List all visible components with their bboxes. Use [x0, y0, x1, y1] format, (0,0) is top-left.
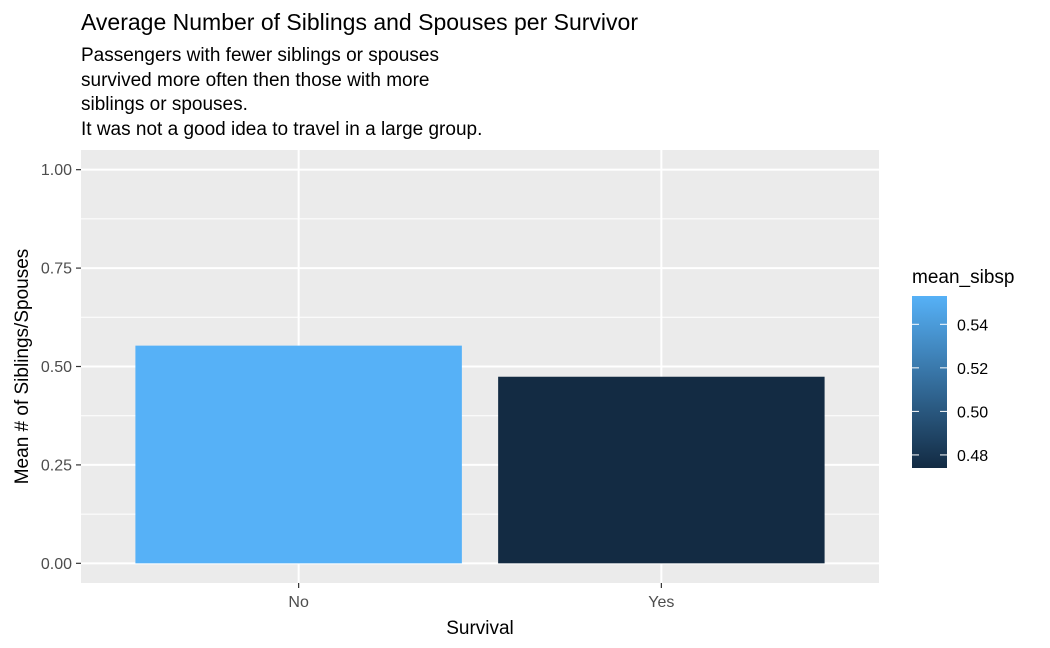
axes: 0.00 0.25 0.50 0.75 1.00 No Yes [41, 162, 675, 611]
y-tick-label: 0.00 [41, 556, 72, 573]
subtitle-line-4: It was not a good idea to travel in a la… [81, 118, 483, 140]
subtitle-line-3: siblings or spouses. [81, 94, 248, 115]
chart-title: Average Number of Siblings and Spouses p… [81, 9, 638, 35]
bars [135, 345, 825, 564]
legend: mean_sibsp 0.48 0.50 0.52 0.54 [912, 267, 1014, 468]
bar-yes [498, 376, 825, 564]
subtitle-line-1: Passengers with fewer siblings or spouse… [81, 45, 440, 66]
legend-ticks: 0.48 0.50 0.52 0.54 [912, 317, 988, 465]
x-tick-label: Yes [648, 594, 674, 611]
subtitle-line-2: survived more often then those with more [81, 69, 430, 91]
y-tick-label: 0.25 [41, 457, 72, 474]
legend-break-label: 0.50 [957, 404, 988, 421]
y-axis-title: Mean # of Siblings/Spouses [12, 249, 33, 485]
x-axis-title: Survival [446, 618, 514, 639]
legend-colorbar [912, 296, 947, 468]
x-tick-label: No [288, 594, 309, 611]
chart-subtitle: Passengers with fewer siblings or spouse… [81, 44, 482, 142]
legend-title: mean_sibsp [912, 267, 1014, 288]
y-tick-label: 0.75 [41, 261, 72, 278]
legend-break-label: 0.54 [957, 317, 988, 334]
y-tick-label: 0.50 [41, 359, 72, 376]
legend-break-label: 0.48 [957, 448, 988, 465]
bar-no [135, 345, 462, 564]
y-tick-label: 1.00 [41, 162, 72, 179]
legend-break-label: 0.52 [957, 361, 988, 378]
